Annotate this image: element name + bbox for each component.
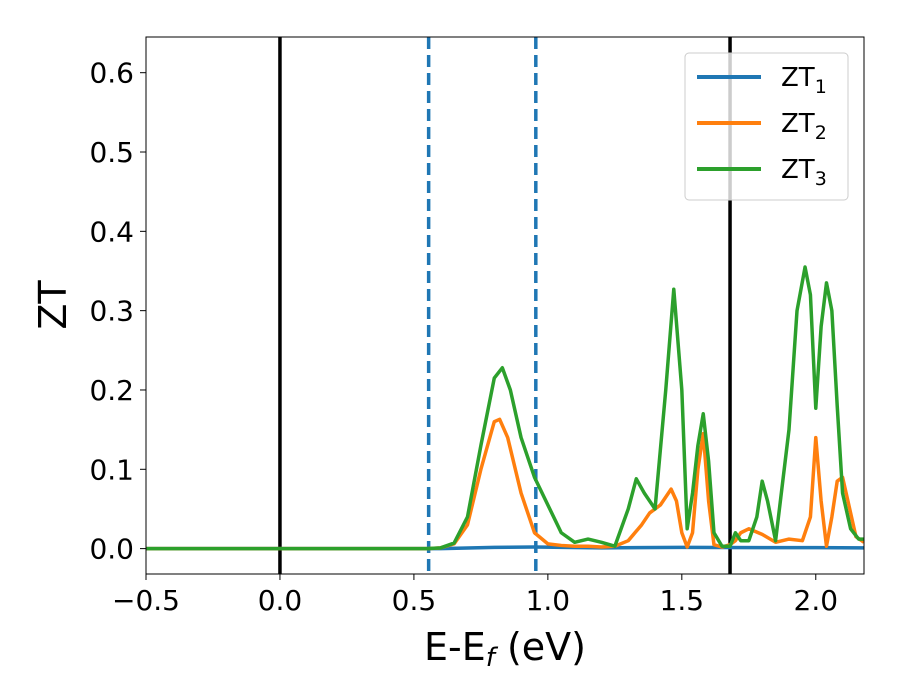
x-axis-title-unit: (eV) [495,625,586,669]
y-axis: 0.0 0.1 0.2 0.3 0.4 0.5 0.6 [89,57,146,566]
legend-label-1: ZT1 [781,63,827,98]
x-tick-label: 0.0 [258,584,303,617]
y-tick-label: 0.6 [89,57,134,90]
y-tick-label: 0.0 [89,533,134,566]
plot-frame [145,36,865,575]
y-tick-label: 0.4 [89,215,134,248]
y-axis-title: ZT [31,280,75,330]
legend-label-3: ZT3 [781,155,827,190]
x-tick-label: 2.0 [794,584,839,617]
x-tick-label: 0.5 [392,584,437,617]
series-line-3 [146,265,864,551]
legend: ZT1 ZT2 ZT3 [684,52,849,201]
y-tick-label: 0.5 [89,136,134,169]
series-line-2 [146,417,864,551]
x-tick-label: −0.5 [112,584,180,617]
series-lines [146,265,864,551]
y-tick-label: 0.2 [89,374,134,407]
x-axis: −0.5 0.0 0.5 1.0 1.5 2.0 [112,574,838,617]
x-tick-label: 1.0 [526,584,571,617]
x-axis-title-main: E-E [424,625,486,669]
y-tick-label: 0.3 [89,295,134,328]
legend-label-2: ZT2 [781,109,827,144]
x-axis-title: E-Ef (eV) [424,625,586,673]
x-tick-label: 1.5 [660,584,705,617]
legend-box [684,52,849,201]
y-tick-label: 0.1 [89,453,134,486]
